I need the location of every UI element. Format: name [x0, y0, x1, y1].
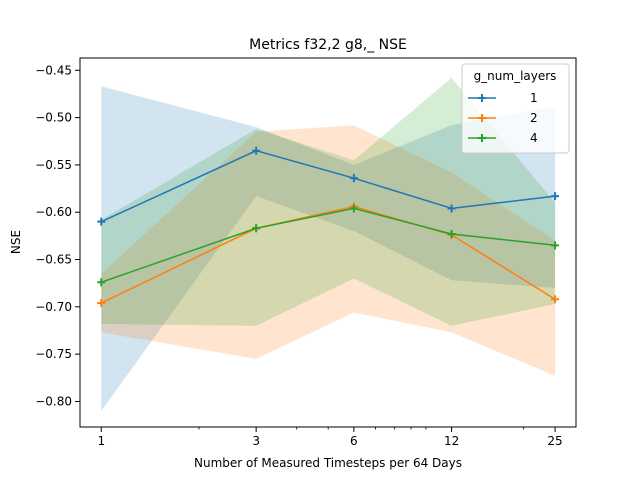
- band-series-1: [101, 86, 556, 411]
- y-tick-label: −0.75: [35, 347, 72, 361]
- x-tick-label: 1: [97, 434, 105, 448]
- x-tick-label: 6: [350, 434, 358, 448]
- point-series-2-4: [551, 295, 560, 304]
- x-tick-label: 25: [547, 434, 562, 448]
- band-series-4: [101, 77, 556, 326]
- legend-title: g_num_layers: [474, 69, 557, 83]
- point-series-2-0: [97, 299, 106, 308]
- confidence-bands: [101, 77, 556, 411]
- legend-marker-2: [478, 114, 486, 122]
- legend-items: 1 2 4: [468, 91, 538, 145]
- y-axis-label: NSE: [9, 230, 23, 254]
- legend-marker-1: [478, 94, 486, 102]
- band-series-2: [101, 125, 556, 376]
- x-axis-label: Number of Measured Timesteps per 64 Days: [194, 456, 462, 470]
- x-axis-ticks: 1 3 6 12 25: [97, 427, 563, 448]
- series-lines: [97, 146, 560, 308]
- y-tick-label: −0.70: [35, 300, 72, 314]
- point-series-1-0: [97, 217, 106, 226]
- y-tick-label: −0.55: [35, 158, 72, 172]
- legend-marker-4: [478, 134, 486, 142]
- legend-label-4: 4: [530, 131, 538, 145]
- legend: g_num_layers 1 2 4: [461, 63, 570, 154]
- chart-title: Metrics f32,2 g8,_ NSE: [249, 37, 407, 53]
- point-series-4-2: [349, 204, 358, 213]
- y-tick-label: −0.50: [35, 111, 72, 125]
- legend-box: [461, 63, 570, 154]
- point-series-1-3: [447, 204, 456, 213]
- legend-label-1: 1: [530, 91, 538, 105]
- x-tick-label: 12: [444, 434, 459, 448]
- y-tick-label: −0.45: [35, 63, 72, 77]
- y-tick-label: −0.60: [35, 205, 72, 219]
- point-series-1-4: [551, 192, 560, 201]
- point-series-4-1: [252, 224, 261, 233]
- y-axis-ticks: −0.45 −0.50 −0.55 −0.60 −0.65 −0.70 −0.75 −0.80: [35, 63, 80, 408]
- point-series-1-1: [252, 146, 261, 155]
- y-tick-label: −0.65: [35, 253, 72, 267]
- x-tick-label: 3: [252, 434, 260, 448]
- y-tick-label: −0.80: [35, 394, 72, 408]
- point-series-1-2: [349, 174, 358, 183]
- point-series-4-4: [551, 241, 560, 250]
- point-series-4-3: [447, 229, 456, 238]
- legend-label-2: 2: [530, 111, 538, 125]
- point-series-4-0: [97, 278, 106, 287]
